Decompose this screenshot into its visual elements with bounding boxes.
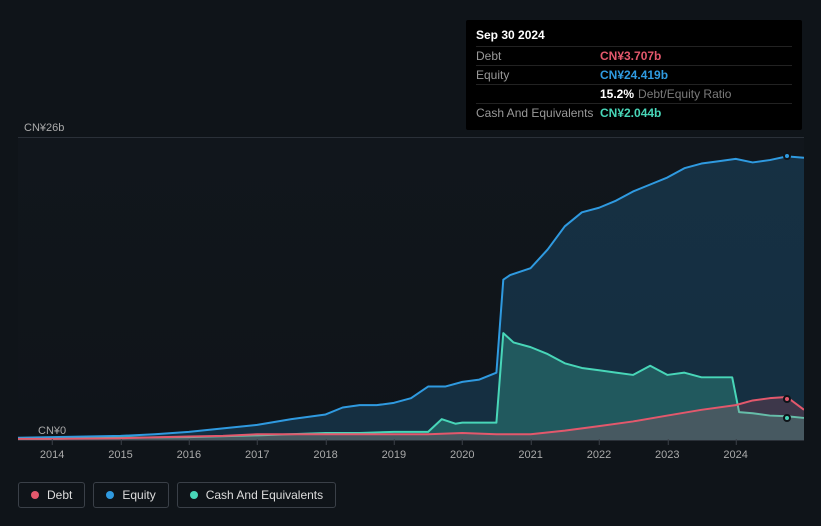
x-tick: 2018 xyxy=(313,449,337,461)
legend-label: Equity xyxy=(122,488,155,502)
chart-tooltip: Sep 30 2024 DebtCN¥3.707bEquityCN¥24.419… xyxy=(466,20,802,130)
x-axis: 2014 2015 2016 2017 2018 2019 2020 2021 2022 2023… xyxy=(18,447,804,465)
tooltip-row-value: CN¥3.707b xyxy=(600,49,661,63)
y-axis-min-label: CN¥0 xyxy=(38,425,66,437)
x-tick: 2021 xyxy=(518,449,542,461)
x-tick: 2024 xyxy=(723,449,747,461)
tooltip-row-label: Equity xyxy=(476,68,600,82)
tooltip-date: Sep 30 2024 xyxy=(476,26,792,46)
tooltip-row-extra: Debt/Equity Ratio xyxy=(638,87,731,101)
legend-item-cash-and-equivalents[interactable]: Cash And Equivalents xyxy=(177,482,336,508)
y-axis-max-label: CN¥26b xyxy=(24,122,64,134)
x-tick: 2019 xyxy=(382,449,406,461)
tooltip-row: DebtCN¥3.707b xyxy=(476,46,792,65)
legend-item-equity[interactable]: Equity xyxy=(93,482,168,508)
tooltip-row: 15.2% Debt/Equity Ratio xyxy=(476,84,792,103)
tooltip-row-value: CN¥2.044b xyxy=(600,106,661,120)
x-tick: 2016 xyxy=(177,449,201,461)
x-tick: 2023 xyxy=(655,449,679,461)
tooltip-row-label: Debt xyxy=(476,49,600,63)
legend-label: Cash And Equivalents xyxy=(206,488,323,502)
tooltip-row-value: CN¥24.419b xyxy=(600,68,668,82)
legend-dot-icon xyxy=(190,491,198,499)
x-tick: 2015 xyxy=(108,449,132,461)
legend-label: Debt xyxy=(47,488,72,502)
chart-area: CN¥26b CN¥0 xyxy=(18,123,804,441)
tooltip-row-value: 15.2% xyxy=(600,87,634,101)
series-marker-equity xyxy=(783,152,791,160)
x-tick: 2017 xyxy=(245,449,269,461)
legend-item-debt[interactable]: Debt xyxy=(18,482,85,508)
tooltip-row-label: Cash And Equivalents xyxy=(476,106,600,120)
chart-legend: Debt Equity Cash And Equivalents xyxy=(18,482,336,508)
legend-dot-icon xyxy=(106,491,114,499)
plot-region[interactable] xyxy=(18,137,804,441)
legend-dot-icon xyxy=(31,491,39,499)
tooltip-row: Cash And EquivalentsCN¥2.044b xyxy=(476,103,792,122)
series-marker-cash xyxy=(783,414,791,422)
series-marker-debt xyxy=(783,395,791,403)
x-tick: 2020 xyxy=(450,449,474,461)
tooltip-row: EquityCN¥24.419b xyxy=(476,65,792,84)
x-tick: 2014 xyxy=(40,449,64,461)
tooltip-row-label xyxy=(476,87,600,101)
x-tick: 2022 xyxy=(587,449,611,461)
